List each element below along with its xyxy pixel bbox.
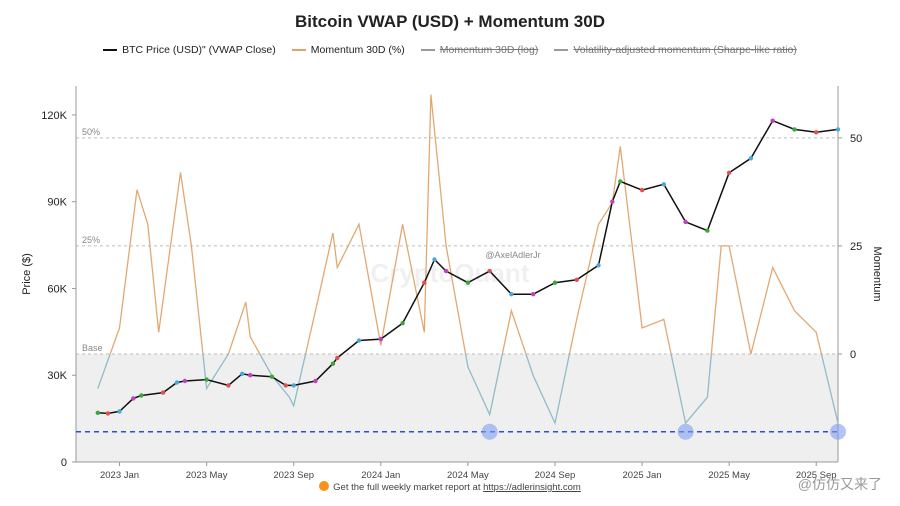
band-label: 25%	[82, 235, 100, 245]
handle-watermark: @AxelAdlerJr	[485, 250, 540, 260]
legend-swatch	[420, 49, 435, 51]
footer-link[interactable]: https://adlerinsight.com	[483, 482, 581, 493]
y-tick-label-right: 0	[850, 349, 856, 361]
price-point	[465, 280, 471, 285]
price-point	[552, 280, 558, 285]
highlight-marker	[481, 423, 498, 440]
price-point	[283, 383, 288, 388]
y-tick-label-right: 50	[850, 133, 862, 145]
band-label: Base	[82, 343, 103, 353]
price-point	[814, 130, 819, 135]
price-point	[531, 292, 536, 297]
momentum-line-lower	[97, 353, 838, 426]
price-point	[610, 199, 615, 204]
highlight-marker	[677, 423, 694, 440]
price-point	[240, 371, 245, 376]
coin-icon	[319, 481, 330, 491]
highlight-marker	[830, 423, 846, 440]
legend: BTC Price (USD)" (VWAP Close) Momentum 3…	[0, 44, 900, 56]
y-tick-label-left: 0	[61, 457, 67, 469]
x-tick-label: 2024 Jan	[361, 470, 400, 481]
x-tick-label: 2023 Sep	[273, 470, 314, 481]
price-point	[618, 179, 623, 184]
legend-label: BTC Price (USD)" (VWAP Close)	[122, 44, 276, 56]
price-point	[683, 219, 688, 225]
price-point	[509, 292, 514, 297]
price-point	[748, 156, 754, 161]
legend-item-momentum-log[interactable]: Momentum 30D (log)	[420, 44, 539, 56]
x-tick-label: 2023 Jan	[100, 470, 139, 481]
legend-label: Momentum 30D (log)	[439, 44, 539, 56]
corner-watermark: @仿仿又来了	[797, 476, 882, 492]
legend-swatch	[554, 49, 569, 51]
price-point	[400, 321, 405, 326]
legend-label: Momentum 30D (%)	[310, 44, 405, 56]
y-tick-label-left: 90K	[47, 197, 67, 209]
price-point	[105, 411, 111, 416]
y-tick-label-left: 60K	[47, 283, 67, 295]
base-band-shading	[76, 353, 838, 462]
price-point	[204, 377, 209, 382]
price-point	[443, 268, 449, 274]
price-point	[792, 127, 797, 132]
x-tick-label: 2024 Sep	[535, 470, 576, 481]
price-point	[726, 170, 732, 175]
price-point	[661, 182, 666, 187]
legend-label: Volatility-adjusted momentum (Sharpe-lik…	[573, 44, 797, 56]
price-point	[378, 336, 383, 342]
legend-item-vol-adjusted[interactable]: Volatility-adjusted momentum (Sharpe-lik…	[554, 44, 797, 56]
price-point	[226, 383, 231, 388]
legend-swatch	[291, 49, 306, 51]
price-point	[291, 383, 296, 388]
price-point	[95, 410, 101, 415]
price-point	[269, 374, 275, 379]
price-point	[432, 257, 437, 262]
price-point	[335, 355, 340, 361]
y-tick-label-left: 120K	[41, 110, 67, 122]
price-point	[174, 380, 180, 385]
legend-item-momentum[interactable]: Momentum 30D (%)	[291, 44, 405, 56]
price-point	[422, 280, 427, 285]
y-tick-label-right: 25	[850, 241, 862, 253]
x-tick-label: 2025 May	[708, 470, 750, 481]
chart-title: Bitcoin VWAP (USD) + Momentum 30D	[295, 12, 605, 31]
price-point	[596, 263, 601, 268]
price-point	[487, 268, 492, 274]
price-point	[182, 378, 188, 384]
legend-item-price[interactable]: BTC Price (USD)" (VWAP Close)	[103, 44, 276, 56]
momentum-line-upper	[109, 94, 823, 354]
y-axis-title-right: Momentum	[871, 246, 883, 301]
x-tick-label: 2025 Sep	[796, 470, 837, 481]
price-point	[117, 409, 122, 414]
footer: Get the full weekly market report at htt…	[0, 481, 900, 493]
price-point	[639, 187, 645, 193]
price-point	[770, 118, 775, 123]
price-point	[705, 228, 710, 233]
price-point	[131, 396, 136, 401]
y-tick-label-left: 30K	[47, 370, 67, 382]
legend-swatch	[103, 49, 118, 51]
price-point	[574, 277, 579, 282]
x-tick-label: 2023 May	[186, 470, 228, 481]
band-label: 50%	[82, 127, 100, 137]
x-tick-label: 2024 May	[447, 470, 489, 481]
price-point	[356, 338, 362, 343]
price-point	[330, 361, 336, 366]
price-point	[139, 393, 144, 398]
price-point	[248, 373, 253, 378]
x-tick-label: 2025 Jan	[623, 470, 662, 481]
price-point	[313, 378, 318, 384]
price-point	[160, 390, 166, 395]
price-point	[835, 127, 841, 132]
y-axis-title-left: Price ($)	[21, 253, 33, 295]
footer-text: Get the full weekly market report at	[333, 482, 481, 493]
